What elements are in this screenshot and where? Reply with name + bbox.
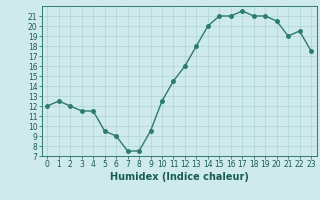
X-axis label: Humidex (Indice chaleur): Humidex (Indice chaleur)	[110, 172, 249, 182]
